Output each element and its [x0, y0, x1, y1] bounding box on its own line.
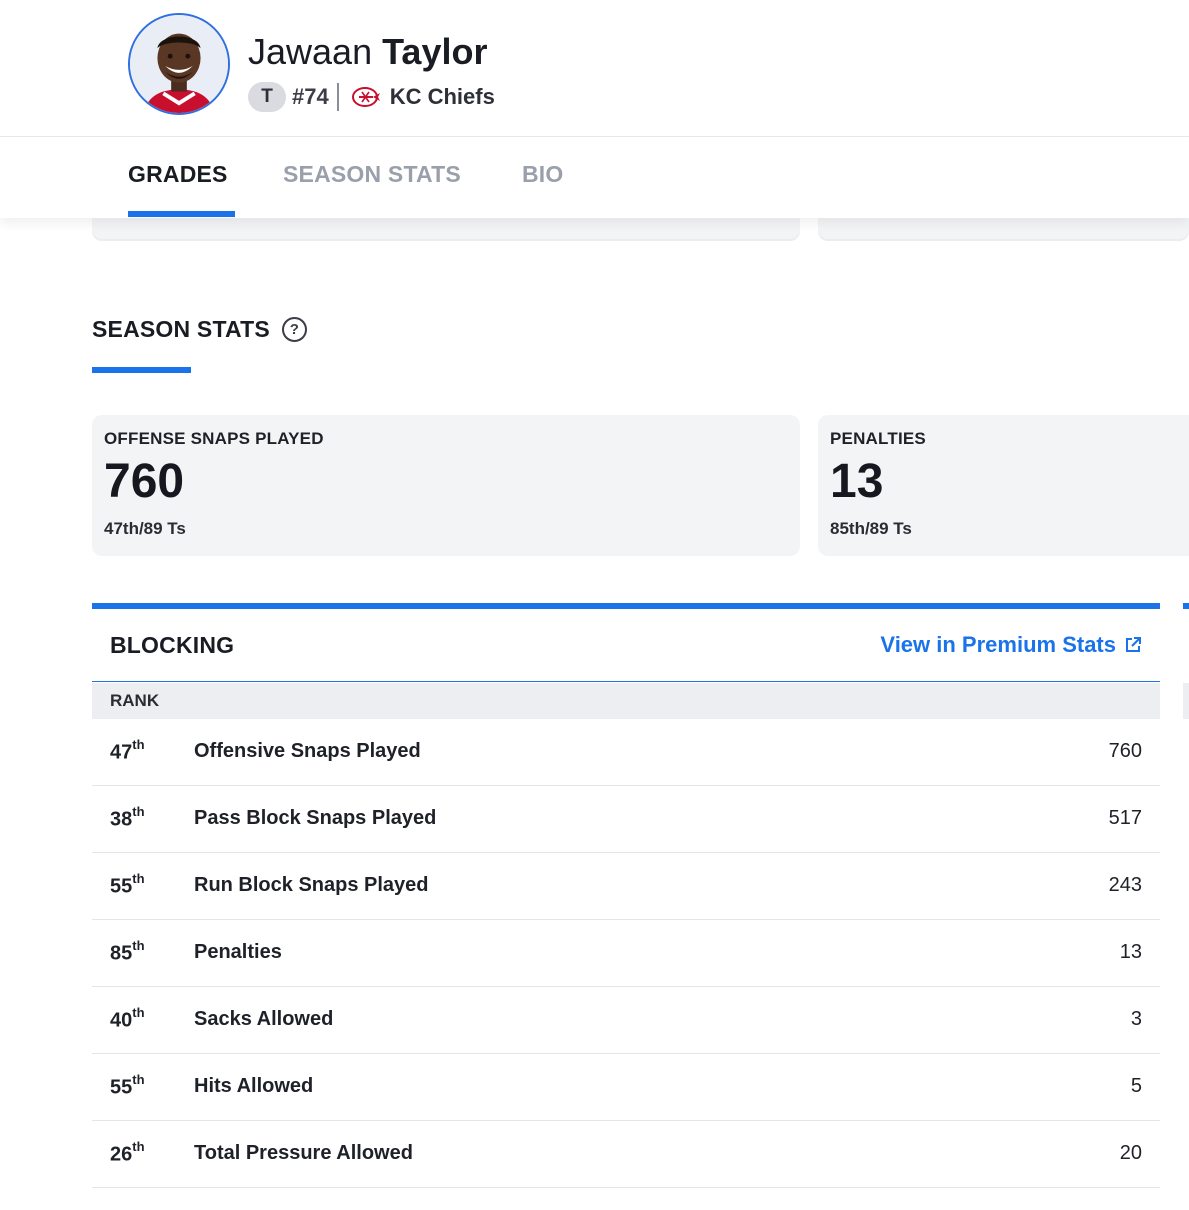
player-last-name: Taylor — [382, 31, 488, 72]
row-label: Offensive Snaps Played — [194, 740, 421, 762]
rank-number: 40 — [110, 1009, 133, 1032]
rank-number: 26 — [110, 1143, 133, 1166]
table-row: 85th Penalties 13 — [92, 920, 1160, 987]
row-value: 760 — [1108, 740, 1142, 762]
player-header: Jawaan Taylor T #74 KC Chiefs — [0, 0, 1189, 137]
tab-season-stats[interactable]: SEASON STATS — [283, 161, 461, 187]
rank-header-label: RANK — [110, 691, 160, 710]
row-value: 3 — [1130, 1008, 1142, 1030]
stat-label: OFFENSE SNAPS PLAYED — [104, 429, 324, 448]
player-name: Jawaan Taylor — [248, 30, 487, 74]
table-row: 26th Total Pressure Allowed 20 — [92, 1121, 1160, 1188]
row-label: Run Block Snaps Played — [194, 874, 429, 896]
rank-suffix: th — [132, 1005, 145, 1020]
stat-rank: 47th/89 Ts — [104, 519, 186, 538]
rank-column-header — [1183, 683, 1189, 719]
row-label: Penalties — [194, 941, 282, 963]
row-label: Hits Allowed — [194, 1075, 314, 1097]
player-avatar — [128, 13, 230, 115]
row-rank: 40th — [110, 1005, 145, 1033]
blocking-title: BLOCKING — [110, 632, 235, 658]
table-accent-bar — [1183, 603, 1189, 609]
stat-label: PENALTIES — [830, 429, 926, 448]
player-meta: T #74 KC Chiefs — [248, 81, 495, 113]
team-name[interactable]: KC Chiefs — [389, 84, 495, 109]
blocking-table-header: BLOCKING View in Premium Stats — [92, 609, 1160, 682]
table-row: 40th Sacks Allowed 3 — [92, 987, 1160, 1054]
row-value: 517 — [1108, 807, 1142, 829]
row-rank: 55th — [110, 871, 145, 899]
stat-card-penalties: PENALTIES 13 85th/89 Ts — [818, 415, 1189, 556]
premium-link-label: View in Premium Stats — [880, 632, 1116, 657]
row-rank: 38th — [110, 804, 145, 832]
row-rank: 85th — [110, 938, 145, 966]
view-premium-stats-link[interactable]: View in Premium Stats — [880, 632, 1142, 658]
row-value: 243 — [1108, 874, 1142, 896]
row-value: 13 — [1119, 941, 1142, 963]
stat-value: 13 — [830, 455, 884, 508]
active-tab-indicator — [128, 211, 235, 217]
rank-number: 47 — [110, 741, 133, 764]
season-stats-title: SEASON STATS — [92, 316, 270, 342]
row-rank: 26th — [110, 1139, 145, 1167]
row-value: 5 — [1130, 1075, 1142, 1097]
blocking-table-body: 47th Offensive Snaps Played 760 38th Pass Bl… — [92, 719, 1160, 1188]
rank-suffix: th — [132, 1072, 145, 1087]
tab-grades[interactable]: GRADES — [128, 161, 228, 187]
section-underline — [92, 367, 191, 373]
player-first-name: Jawaan — [248, 31, 373, 72]
table-accent-bar — [92, 603, 1160, 609]
position-badge: T — [248, 82, 286, 112]
rank-number: 55 — [110, 1076, 133, 1099]
stat-value: 760 — [104, 455, 185, 508]
profile-tabs: GRADES SEASON STATS BIO — [0, 137, 1189, 218]
stat-card-offense-snaps: OFFENSE SNAPS PLAYED 760 47th/89 Ts — [92, 415, 800, 556]
row-label: Pass Block Snaps Played — [194, 807, 437, 829]
question-circle-icon[interactable]: ? — [281, 317, 307, 342]
rank-column-header: RANK — [92, 683, 1160, 719]
jersey-number: #74 — [292, 84, 329, 109]
season-stats-heading: SEASON STATS ? — [92, 316, 307, 343]
row-label: Total Pressure Allowed — [194, 1142, 413, 1164]
chiefs-logo-icon — [351, 86, 381, 108]
rank-suffix: th — [132, 804, 145, 819]
table-row: 55th Hits Allowed 5 — [92, 1054, 1160, 1121]
player-headshot-image — [130, 15, 228, 113]
row-label: Sacks Allowed — [194, 1008, 334, 1030]
table-row: 38th Pass Block Snaps Played 517 — [92, 786, 1160, 853]
rank-suffix: th — [132, 871, 145, 886]
stat-rank: 85th/89 Ts — [830, 519, 912, 538]
table-row: 47th Offensive Snaps Played 760 — [92, 719, 1160, 786]
rank-number: 38 — [110, 808, 133, 831]
rank-number: 55 — [110, 875, 133, 898]
table-row: 55th Run Block Snaps Played 243 — [92, 853, 1160, 920]
rank-number: 85 — [110, 942, 133, 965]
rank-suffix: th — [132, 938, 145, 953]
tab-bio[interactable]: BIO — [522, 161, 564, 187]
divider — [336, 83, 339, 111]
rank-suffix: th — [132, 737, 145, 752]
external-link-icon — [1126, 637, 1141, 652]
row-value: 20 — [1119, 1142, 1142, 1164]
row-rank: 55th — [110, 1072, 145, 1100]
rank-suffix: th — [132, 1139, 145, 1154]
row-rank: 47th — [110, 737, 145, 765]
